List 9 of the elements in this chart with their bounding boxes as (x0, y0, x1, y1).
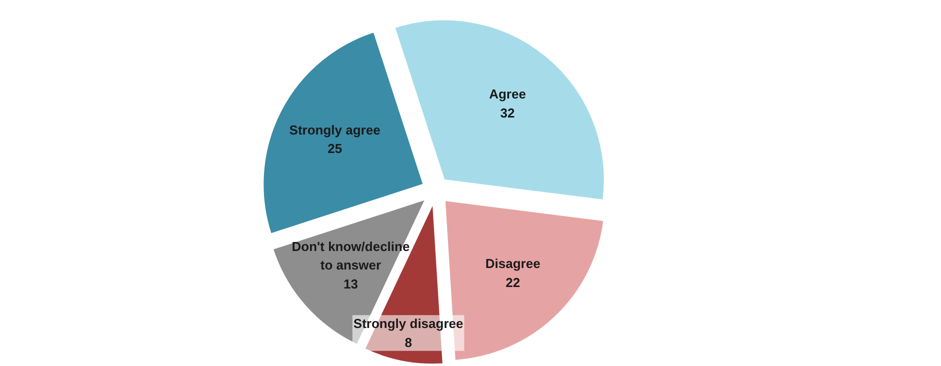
slice-label: Strongly agree (289, 122, 380, 138)
data-label: 22 (506, 274, 520, 290)
data-label: 25 (328, 141, 342, 156)
data-label: 13 (344, 276, 358, 292)
data-label: 8 (404, 334, 412, 350)
slice-label: Strongly disagree (353, 316, 464, 332)
data-label: 32 (500, 105, 515, 120)
slice-label: Disagree (485, 256, 540, 271)
slice-label: Agree (489, 86, 526, 102)
